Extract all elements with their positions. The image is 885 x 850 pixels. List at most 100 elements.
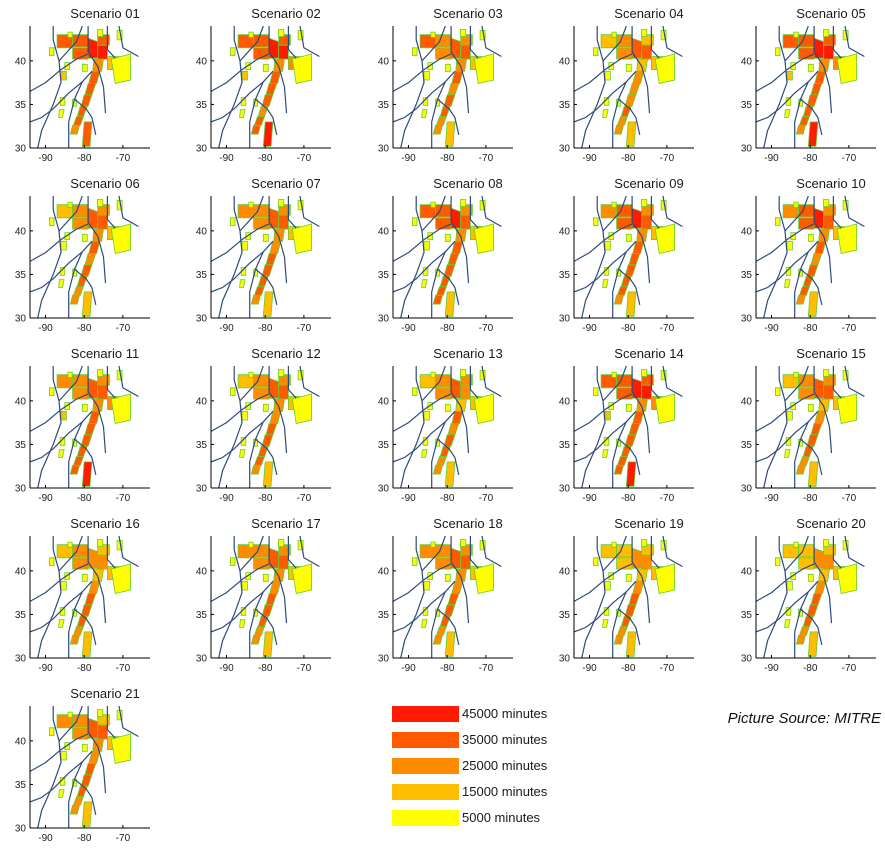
delay-sector [620, 445, 632, 457]
y-tick-label: 35 [378, 100, 390, 111]
delay-sector [97, 554, 108, 570]
delay-sector [802, 445, 814, 457]
x-tick-label: -80 [440, 323, 455, 334]
delay-sector [460, 539, 467, 547]
center-boundary [581, 196, 606, 318]
center-boundary [437, 268, 460, 306]
delay-sector [432, 124, 444, 135]
y-tick-label: 35 [559, 270, 571, 281]
scenario-map: 30 35 40 -90 -80 -70 [15, 366, 150, 504]
delay-sector [278, 204, 291, 216]
x-tick-label: -70 [660, 493, 675, 504]
delay-sector [278, 554, 289, 570]
x-tick-label: -80 [440, 153, 455, 164]
scenario-map: 30 35 40 -90 -80 -70 [378, 536, 513, 674]
delay-sector [97, 34, 110, 46]
delay-sector [291, 223, 313, 254]
x-tick-label: -90 [219, 493, 234, 504]
delay-sector [654, 53, 676, 84]
delay-sector [611, 201, 617, 208]
y-tick-label: 35 [741, 270, 753, 281]
y-tick-label: 40 [378, 396, 390, 407]
delay-sector [593, 217, 599, 226]
scenario-title: Scenario 14 [614, 346, 684, 361]
center-boundary [393, 580, 456, 633]
delay-sector [110, 563, 132, 594]
delay-sector [810, 423, 823, 436]
delay-sector [110, 393, 132, 424]
delay-sector [784, 279, 791, 288]
center-boundary [469, 196, 479, 229]
delay-sector [460, 554, 471, 570]
center-boundary [662, 536, 683, 568]
delay-sector [473, 563, 495, 594]
delay-sector [613, 464, 625, 475]
center-boundary [287, 366, 297, 399]
delay-sector [444, 121, 456, 147]
delay-sector [81, 801, 93, 827]
scenario-title: Scenario 09 [614, 176, 684, 191]
y-tick-label: 35 [559, 100, 571, 111]
delay-sector [291, 393, 313, 424]
delay-sector [59, 267, 66, 276]
delay-sector [613, 124, 625, 135]
y-tick-label: 30 [741, 654, 753, 665]
center-boundary [87, 706, 107, 794]
x-tick-label: -80 [258, 663, 273, 674]
scenario-panel: Scenario 04 30 35 40 -90 -80 -70 [544, 2, 725, 170]
scenario-title: Scenario 16 [70, 516, 140, 531]
delay-sector [447, 593, 460, 606]
center-boundary [602, 366, 627, 402]
delay-sector [423, 240, 430, 251]
y-tick-label: 40 [15, 226, 27, 237]
delay-sector [628, 253, 641, 266]
delay-sector [603, 97, 610, 106]
y-tick-label: 35 [378, 610, 390, 621]
delay-sector [836, 563, 858, 594]
delay-sector [628, 593, 641, 606]
delay-sector [641, 29, 648, 37]
legend-swatch [392, 732, 459, 748]
delay-sector [291, 53, 313, 84]
center-boundary [450, 196, 470, 284]
x-tick-label: -70 [116, 153, 131, 164]
center-boundary [832, 196, 842, 229]
center-boundary [481, 366, 502, 398]
x-tick-label: -90 [764, 323, 779, 334]
y-tick-label: 40 [741, 226, 753, 237]
delay-sector [814, 70, 827, 84]
delay-sector [611, 541, 617, 548]
delay-sector [604, 580, 611, 591]
delay-sector [603, 437, 610, 446]
y-tick-label: 35 [196, 610, 208, 621]
delay-sector [97, 199, 104, 207]
center-boundary [631, 196, 651, 284]
delay-sector [444, 631, 456, 657]
center-boundary [87, 366, 107, 454]
delay-sector [81, 291, 93, 317]
delay-sector [253, 286, 265, 296]
delay-sector [239, 619, 246, 628]
scenario-title: Scenario 01 [70, 6, 140, 21]
center-boundary [211, 393, 270, 432]
center-boundary [400, 196, 425, 318]
legend-label: 35000 minutes [462, 732, 548, 747]
delay-sector [823, 214, 834, 230]
y-tick-label: 35 [196, 100, 208, 111]
y-tick-label: 30 [559, 314, 571, 325]
delay-sector [451, 240, 464, 254]
delay-sector [593, 557, 599, 566]
delay-sector [603, 607, 610, 616]
center-boundary [58, 26, 83, 62]
delay-sector [80, 774, 93, 787]
delay-sector [262, 63, 269, 72]
x-tick-label: -90 [219, 153, 234, 164]
delay-sector [625, 233, 632, 242]
center-boundary [287, 26, 297, 59]
scenario-panel: Scenario 11 30 35 40 -90 -80 -70 [0, 342, 181, 510]
center-boundary [68, 81, 83, 148]
delay-sector [97, 544, 110, 556]
center-boundary [118, 706, 139, 738]
center-boundary [58, 366, 83, 402]
delay-sector [80, 94, 93, 107]
